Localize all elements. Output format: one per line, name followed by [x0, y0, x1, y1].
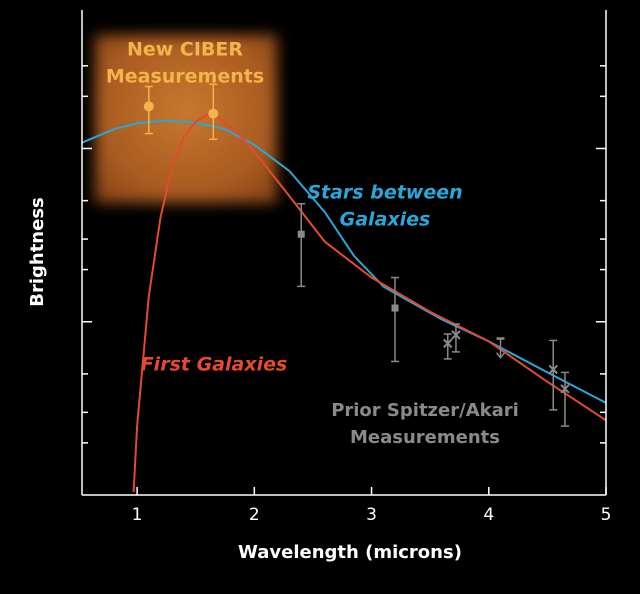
data-point [297, 230, 305, 238]
x-tick-label: 4 [483, 505, 494, 525]
x-tick-label: 5 [601, 505, 612, 525]
data-point [443, 338, 453, 349]
annotation: Stars between [307, 182, 462, 204]
x-axis-label: Wavelength (microns) [238, 542, 462, 563]
x-tick-label: 2 [249, 505, 260, 525]
data-point [391, 304, 399, 312]
annotation: New CIBER [127, 39, 243, 61]
y-axis-label: Brightness [27, 197, 48, 307]
upper-limit-arrow [495, 352, 506, 359]
data-point [560, 384, 570, 394]
data-point [451, 330, 461, 340]
annotation: Measurements [106, 66, 264, 88]
data-point [208, 108, 219, 119]
x-tick-label: 1 [132, 505, 143, 525]
plot-area [81, 83, 607, 493]
ciber-glow [95, 35, 277, 203]
data-point [548, 364, 558, 375]
annotation: Galaxies [340, 209, 431, 231]
annotation: First Galaxies [141, 354, 288, 376]
annotation: Measurements [350, 427, 500, 448]
x-tick-label: 3 [366, 505, 377, 525]
annotation: Prior Spitzer/Akari [331, 400, 519, 421]
series-line [132, 113, 607, 493]
data-point [143, 101, 154, 112]
